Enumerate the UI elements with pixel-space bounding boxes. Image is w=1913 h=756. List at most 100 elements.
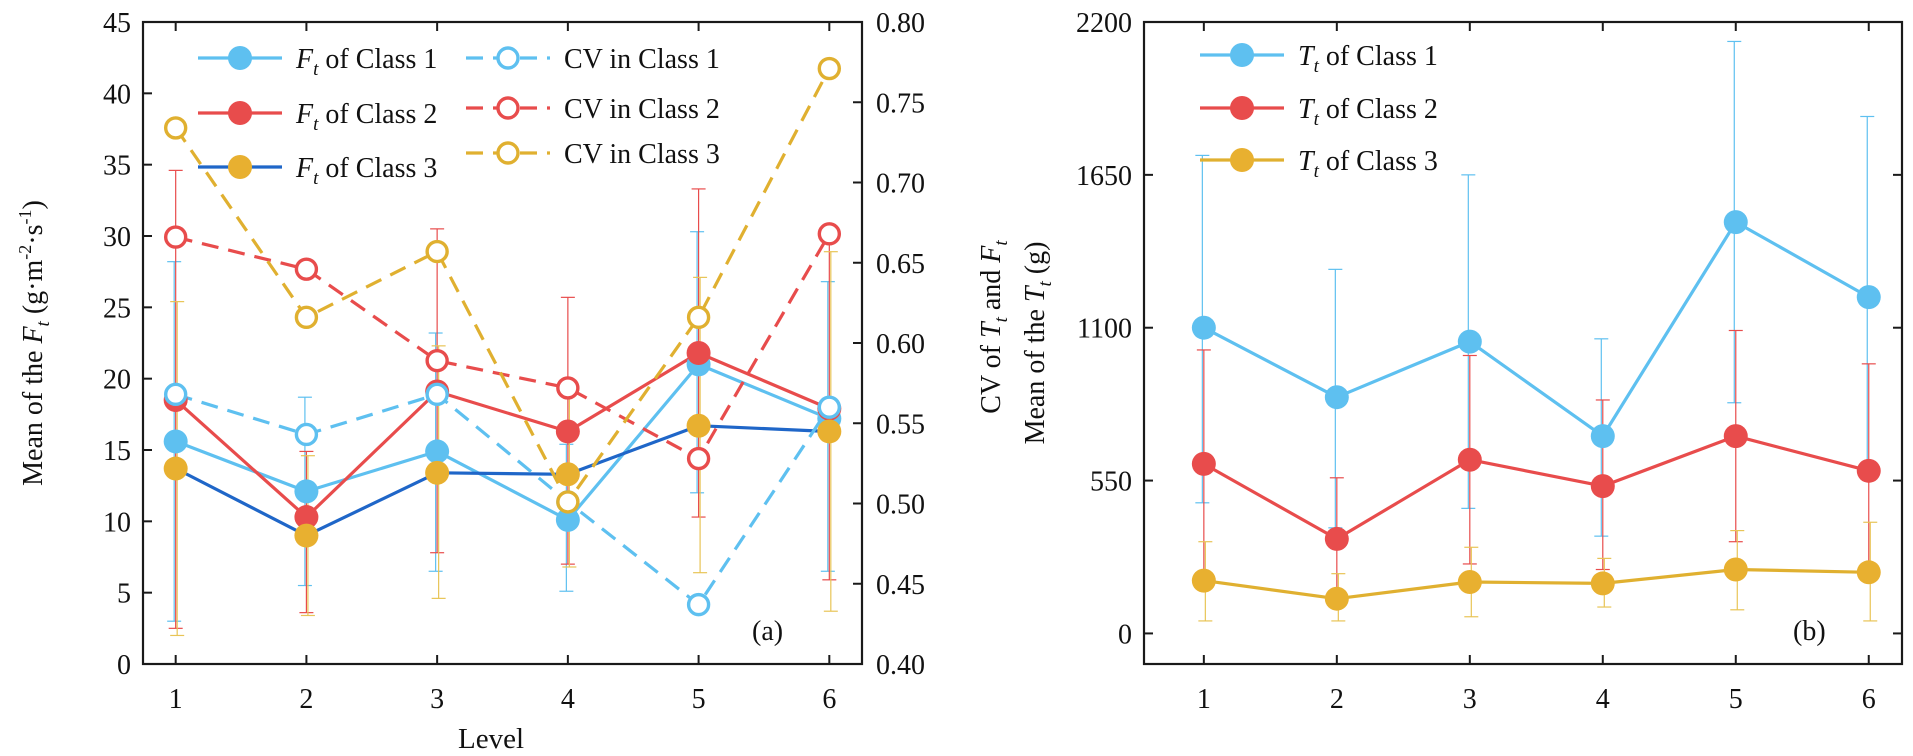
data-point <box>163 116 188 140</box>
x-tick-label: 6 <box>1862 684 1876 715</box>
data-point <box>1457 447 1482 472</box>
data-point <box>294 257 319 281</box>
y2-tick-label: 0.60 <box>876 329 925 360</box>
panel-b-y-label-var: T <box>1020 284 1051 302</box>
data-point <box>686 305 711 330</box>
legend-label: CV in Class 1 <box>564 44 720 75</box>
panel-a-y2-label-sub2: t <box>991 240 1012 246</box>
x-tick-label: 5 <box>1729 684 1743 715</box>
data-point <box>425 348 449 373</box>
x-tick-label: 3 <box>1463 684 1477 715</box>
x-tick-label: 1 <box>169 684 183 715</box>
legend-label: Ft of Class 3 <box>295 153 437 189</box>
y2-tick-label: 0.40 <box>876 650 925 681</box>
data-point <box>1590 571 1615 596</box>
y-tick-label: 1650 <box>1076 161 1132 192</box>
panel-a-y2-label-sub1: t <box>991 316 1012 322</box>
panel-b-y-label-sub: t <box>1035 281 1056 287</box>
series-line <box>174 67 831 504</box>
y-tick-label: 15 <box>103 436 131 467</box>
legend-entry: Ft of Class 3 <box>198 153 437 189</box>
x-tick-label: 2 <box>299 684 313 715</box>
legend-label: Tt of Class 2 <box>1298 94 1438 130</box>
y-tick-label: 1100 <box>1077 314 1132 345</box>
data-point <box>556 376 580 400</box>
panel-a-label: (a) <box>752 616 783 647</box>
legend-label: CV in Class 2 <box>564 94 720 125</box>
data-point <box>425 239 449 264</box>
legend-entry: CV in Class 2 <box>466 94 720 125</box>
panel-a-frame <box>141 20 864 666</box>
series-line <box>1203 220 1870 438</box>
panel-a-y2-axis-label: CV of Tt and Ft <box>976 240 1012 414</box>
data-point <box>1856 560 1881 585</box>
data-point <box>1324 526 1349 551</box>
data-point <box>163 429 188 454</box>
series-line <box>1203 567 1869 601</box>
panel-a-series <box>163 56 842 637</box>
y2-tick-label: 0.80 <box>876 8 925 39</box>
data-point <box>163 456 188 481</box>
data-point <box>817 222 842 246</box>
data-point <box>294 422 319 447</box>
data-point <box>294 505 319 530</box>
panel-a-y-label-close: ) <box>18 200 49 209</box>
legend-marker <box>496 96 520 120</box>
y-tick-label: 0 <box>1118 619 1132 650</box>
data-point <box>1457 570 1482 595</box>
y-tick-label: 25 <box>103 293 131 324</box>
y2-tick-label: 0.70 <box>876 169 925 200</box>
data-point <box>1191 315 1216 340</box>
legend-marker <box>228 46 252 70</box>
data-point <box>425 382 449 407</box>
data-point <box>1723 210 1748 235</box>
panel-a-y-label-prefix: Mean of the <box>18 344 49 486</box>
panel-a-y2-label-var1: T <box>976 320 1007 338</box>
panel-b-ticks: 1 2 3 4 5 6 0 550 1100 1650 2200 <box>1076 8 1902 715</box>
y-tick-label: 10 <box>103 507 131 538</box>
data-point <box>1856 458 1881 483</box>
data-point <box>817 56 842 81</box>
x-tick-label: 3 <box>430 684 444 715</box>
x-tick-label: 5 <box>692 684 706 715</box>
data-point <box>1324 385 1349 410</box>
legend-entry: Ft of Class 2 <box>198 99 437 135</box>
data-point <box>817 395 842 419</box>
data-point <box>163 225 188 249</box>
data-point <box>686 446 711 471</box>
panel-a-y-label-var: F <box>18 326 49 345</box>
data-point <box>556 490 580 514</box>
panel-a-y-label-units: (g·m <box>18 260 49 322</box>
x-tick-label: 4 <box>561 684 575 715</box>
legend-marker <box>228 101 252 125</box>
panel-b-label: (b) <box>1793 616 1826 647</box>
panel-a-x-axis-label: Level <box>458 723 524 755</box>
legend-entry: CV in Class 3 <box>466 139 720 170</box>
x-tick-label: 1 <box>1197 684 1211 715</box>
data-point <box>294 479 319 504</box>
panel-b-legend: Tt of Class 1 Tt of Class 2 Tt of Class 3 <box>1200 41 1438 182</box>
legend-entry: Tt of Class 1 <box>1200 41 1438 77</box>
data-point <box>1590 474 1615 499</box>
y-tick-label: 0 <box>117 650 131 681</box>
legend-entry: CV in Class 1 <box>466 44 720 75</box>
data-point <box>163 382 188 407</box>
legend-label: Tt of Class 1 <box>1298 41 1438 77</box>
panel-a-y-label-sub: t <box>33 320 54 326</box>
data-point <box>1590 424 1615 449</box>
legend-label: Tt of Class 3 <box>1298 146 1438 182</box>
data-point <box>686 340 711 365</box>
y2-tick-label: 0.45 <box>876 570 925 601</box>
legend-marker <box>1230 148 1254 172</box>
y-tick-label: 5 <box>117 579 131 610</box>
x-tick-label: 4 <box>1596 684 1610 715</box>
data-point <box>425 460 450 485</box>
y-tick-label: 30 <box>103 222 131 253</box>
legend-marker <box>496 141 520 165</box>
panel-a-y-axis-label: Mean of the Ft (g·m-2·s-1) <box>15 200 54 486</box>
legend-entry: Ft of Class 1 <box>198 44 437 80</box>
data-point <box>555 507 580 532</box>
x-tick-label: 6 <box>822 684 836 715</box>
data-point <box>1191 568 1216 593</box>
